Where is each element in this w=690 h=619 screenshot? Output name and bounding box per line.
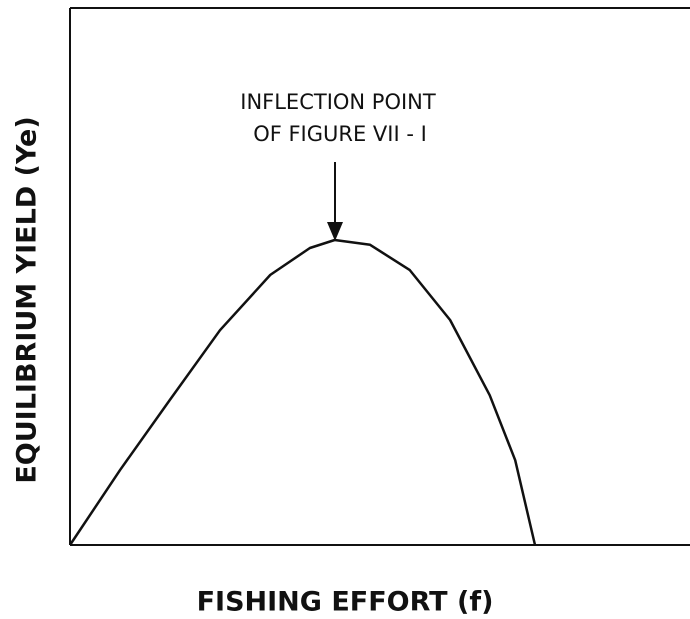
annotation: INFLECTION POINT	[240, 90, 436, 114]
x-axis-label: FISHING EFFORT (f)	[197, 587, 494, 618]
y-axis-label: EQUILIBRIUM YIELD (Ye)	[12, 116, 43, 483]
arrow-head	[327, 222, 343, 241]
curve	[68, 238, 537, 546]
annotation: OF FIGURE VII - I	[253, 122, 427, 146]
